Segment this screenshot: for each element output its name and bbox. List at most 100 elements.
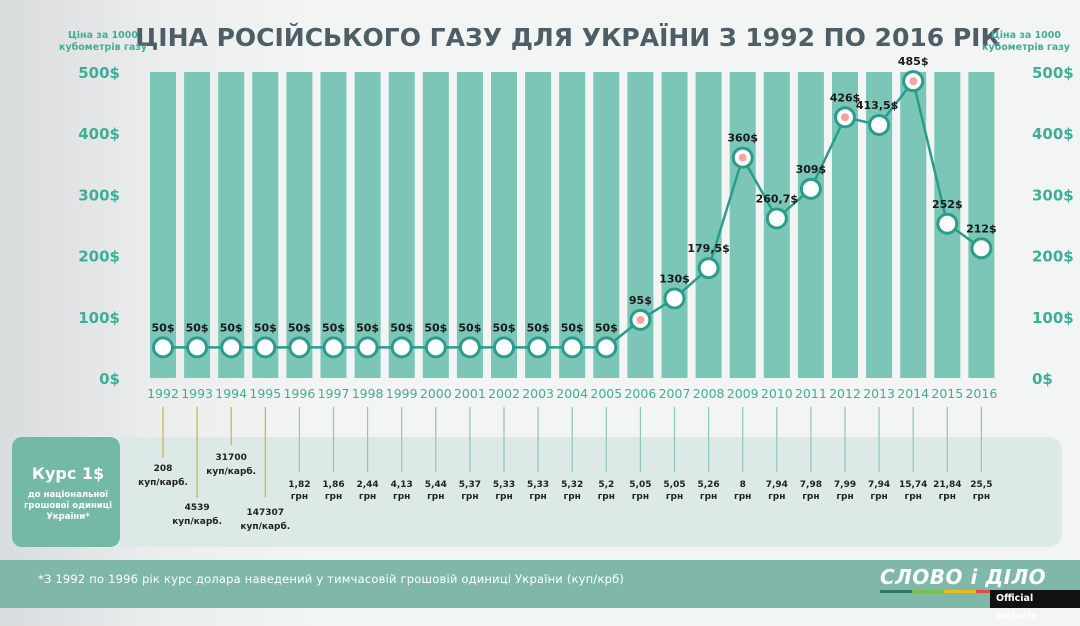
bar-column-2007 — [661, 72, 688, 378]
price-point-2003 — [527, 336, 550, 359]
rate-value-2008: 5,26 — [697, 480, 719, 490]
x-tick-1996: 1996 — [283, 386, 315, 401]
rate-value-1993: 4539 — [185, 503, 210, 513]
value-label-2011: 309$ — [796, 163, 827, 176]
x-tick-2003: 2003 — [522, 386, 554, 401]
x-tick-2016: 2016 — [965, 386, 997, 401]
bar-column-1999 — [388, 72, 415, 378]
brand-logo: СЛОВО і ДІЛО — [880, 565, 1047, 589]
bar-column-2011 — [797, 72, 824, 378]
x-tick-2013: 2013 — [863, 386, 895, 401]
price-point-2002 — [493, 336, 515, 359]
price-point-2000 — [424, 336, 447, 359]
rate-value-1998: 2,44 — [356, 480, 378, 490]
bar-column-2008 — [695, 72, 722, 378]
footnote: *З 1992 по 1996 рік курс долара наведени… — [38, 572, 625, 586]
x-tick-2005: 2005 — [590, 386, 622, 401]
value-label-2001: 50$ — [458, 321, 481, 334]
rate-value-1997: 1,86 — [322, 480, 344, 490]
y-tick-right: 200$ — [1032, 248, 1074, 266]
price-point-1993 — [186, 336, 209, 359]
rate-subtitle-line1: до національної — [28, 489, 108, 500]
x-tick-2008: 2008 — [693, 386, 725, 401]
x-axis-ticks: 1992 1993 1994 1995 1996 1997 1998 1999 2000 2001… — [147, 386, 997, 401]
x-tick-2009: 2009 — [727, 386, 759, 401]
rate-unit-2016: грн — [973, 492, 990, 502]
rate-subtitle-line3: України* — [46, 512, 90, 522]
y-tick-right: 300$ — [1032, 186, 1074, 204]
rate-unit-2006: грн — [632, 492, 649, 502]
exchange-rate-panel: Курс 1$ до національної грошової одиниці… — [12, 407, 1062, 547]
value-label-2012: 426$ — [830, 91, 861, 104]
rate-value-1999: 4,13 — [391, 480, 413, 490]
price-point-2004 — [561, 336, 584, 359]
value-label-1997: 50$ — [322, 321, 345, 334]
x-tick-1992: 1992 — [147, 386, 179, 401]
value-label-2004: 50$ — [561, 321, 584, 334]
x-tick-2001: 2001 — [454, 386, 486, 401]
y-tick-right: 100$ — [1032, 309, 1074, 327]
right-axis-caption-line1: Ціна за 1000 — [991, 30, 1061, 41]
rate-value-2011: 7,98 — [800, 480, 822, 490]
y-tick-left: 500$ — [78, 64, 120, 82]
x-tick-1999: 1999 — [386, 386, 418, 401]
rate-unit-2014: грн — [905, 492, 922, 502]
bar-column-2002 — [491, 72, 517, 378]
rate-title-box — [12, 437, 120, 547]
y-tick-right: 400$ — [1032, 125, 1074, 143]
x-tick-2015: 2015 — [931, 386, 963, 401]
price-point-1997 — [322, 336, 345, 359]
price-point-core-2006 — [636, 315, 645, 324]
rate-value-1995: 147307 — [247, 508, 285, 518]
brand-logo-stripe — [880, 590, 1040, 593]
y-tick-right: 0$ — [1032, 370, 1053, 388]
value-label-1995: 50$ — [254, 321, 277, 334]
bar-column-2003 — [525, 72, 552, 378]
y-tick-left: 0$ — [99, 370, 120, 388]
price-value-labels: 50$ 50$ 50$ 50$ 50$ 50$ 50$ 50$ 50$ 50$ 50$ 50$ 50$ 5… — [152, 55, 997, 334]
value-label-2007: 130$ — [659, 272, 690, 285]
rate-unit-2010: грн — [768, 492, 785, 502]
x-tick-1997: 1997 — [318, 386, 350, 401]
rate-value-2002: 5,33 — [493, 480, 515, 490]
bar-column-1995 — [252, 72, 279, 378]
price-point-core-2012 — [841, 113, 849, 122]
rate-unit-1999: грн — [393, 492, 410, 502]
y-axis-ticks: 0$ 0$ 100$ 100$ 200$ 200$ 300$ 300$ 400$ 400$ 500$… — [78, 64, 1074, 388]
bar-column-2005 — [593, 72, 620, 378]
rate-unit-2011: грн — [802, 492, 819, 502]
value-label-2005: 50$ — [595, 321, 618, 334]
rate-panel-background — [12, 437, 1062, 547]
value-label-1998: 50$ — [356, 321, 379, 334]
value-label-2000: 50$ — [424, 321, 447, 334]
x-tick-2010: 2010 — [761, 386, 793, 401]
price-point-2007 — [663, 287, 686, 310]
y-tick-left: 400$ — [78, 125, 120, 143]
price-point-1999 — [390, 336, 413, 359]
value-label-1994: 50$ — [220, 321, 243, 334]
x-tick-2014: 2014 — [897, 386, 929, 401]
value-label-2003: 50$ — [527, 321, 550, 334]
value-label-1992: 50$ — [152, 321, 175, 334]
rate-value-1992: 208 — [154, 464, 173, 474]
rate-value-1994: 31700 — [216, 453, 247, 463]
bar-column-2009 — [729, 72, 756, 378]
x-tick-2006: 2006 — [624, 386, 656, 401]
rate-unit-1993: куп/карб. — [172, 516, 222, 527]
rate-unit-2001: грн — [461, 492, 478, 502]
rate-unit-2015: грн — [939, 492, 956, 502]
rate-unit-2005: грн — [598, 492, 615, 502]
right-axis-caption-line2: кубометрів газу — [982, 42, 1071, 53]
rate-value-2007: 5,05 — [663, 480, 685, 490]
footer-bar — [0, 560, 1080, 608]
price-point-2016 — [970, 237, 993, 260]
value-label-1999: 50$ — [390, 321, 413, 334]
rate-unit-2000: грн — [427, 492, 444, 502]
value-label-1993: 50$ — [186, 321, 209, 334]
x-tick-2004: 2004 — [556, 386, 588, 401]
rate-unit-2009: грн — [734, 492, 751, 502]
rate-subtitle-line2: грошової одиниці — [24, 500, 112, 511]
price-point-1995 — [254, 336, 277, 359]
gas-price-chart: ЦІНА РОСІЙСЬКОГО ГАЗУ ДЛЯ УКРАЇНИ З 1992… — [12, 22, 1074, 547]
price-point-2001 — [458, 336, 481, 359]
